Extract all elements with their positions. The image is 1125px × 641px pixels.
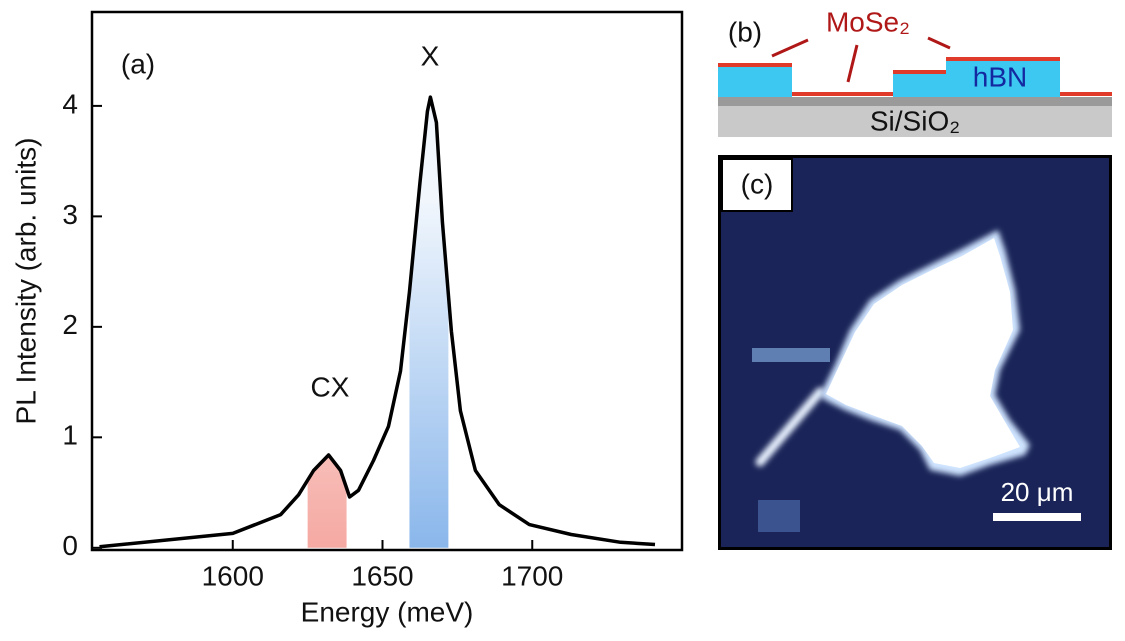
panel-label: (b) bbox=[728, 16, 762, 47]
x-tick-label: 1700 bbox=[501, 560, 563, 591]
peak-label: X bbox=[421, 40, 440, 71]
shaded-band bbox=[409, 97, 449, 548]
scale-bar bbox=[993, 513, 1081, 521]
micrograph: (c) 20 μm bbox=[718, 155, 1112, 550]
peak-label: CX bbox=[311, 371, 350, 402]
hbn-block bbox=[718, 66, 792, 97]
y-tick-label: 1 bbox=[62, 420, 78, 451]
x-tick-label: 1600 bbox=[202, 560, 264, 591]
layer-label: MoSe₂ bbox=[826, 6, 910, 37]
hbn-block bbox=[946, 60, 1060, 97]
flake-fragment bbox=[758, 500, 800, 532]
substrate-layer bbox=[718, 106, 1112, 137]
spectrum-line bbox=[99, 95, 656, 549]
y-tick-label: 4 bbox=[62, 88, 78, 119]
y-axis-label: PL Intensity (arb. units) bbox=[10, 138, 41, 425]
flake bbox=[826, 238, 1020, 468]
schematic: (b) MoSe₂ hBN Si/SiO₂ bbox=[718, 6, 1112, 137]
label-box bbox=[721, 158, 793, 212]
flake-fragment bbox=[752, 348, 830, 362]
y-tick-label: 0 bbox=[62, 530, 78, 561]
scale-bar-label: 20 μm bbox=[1001, 477, 1074, 507]
hbn-block bbox=[893, 72, 946, 97]
plot-frame bbox=[90, 10, 684, 552]
flake-streak bbox=[755, 387, 825, 467]
layer-label: hBN bbox=[973, 61, 1027, 92]
panel-label: (a) bbox=[121, 48, 155, 79]
x-axis-label: Energy (meV) bbox=[301, 596, 474, 627]
layer-label: Si/SiO₂ bbox=[870, 105, 960, 136]
panel-label: (c) bbox=[741, 168, 774, 199]
pointer bbox=[771, 36, 951, 83]
y-tick-label: 3 bbox=[62, 199, 78, 230]
x-tick-label: 1650 bbox=[351, 560, 413, 591]
mose2-layer bbox=[718, 57, 1112, 96]
y-tick-label: 2 bbox=[62, 309, 78, 340]
oxide-layer bbox=[718, 97, 1112, 106]
